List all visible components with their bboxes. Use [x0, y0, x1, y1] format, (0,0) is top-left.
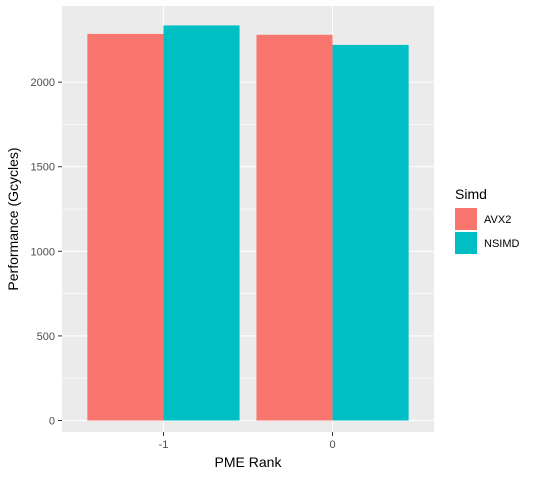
y-tick-label: 1000: [31, 246, 55, 258]
x-tick-label: -1: [159, 439, 169, 451]
legend-items: AVX2 NSIMD: [455, 208, 520, 254]
legend-title: Simd: [455, 186, 487, 202]
y-tick-label: 0: [49, 415, 55, 427]
bar-nsimd-0: [332, 44, 409, 421]
legend-label-nsimd: NSIMD: [484, 238, 520, 250]
legend: Simd AVX2 NSIMD: [455, 186, 520, 254]
y-tick-label: 2000: [31, 77, 55, 89]
x-axis: -1 0: [159, 432, 336, 451]
bar-nsimd--1: [163, 25, 240, 421]
x-axis-title: PME Rank: [215, 454, 283, 470]
y-axis: 0 500 1000 1500 2000: [31, 77, 62, 427]
y-tick-label: 1500: [31, 162, 55, 174]
legend-key-nsimd: [455, 232, 477, 254]
legend-label-avx2: AVX2: [484, 214, 511, 226]
y-axis-title: Performance (Gcycles): [5, 147, 21, 290]
x-tick-label: 0: [329, 439, 335, 451]
y-tick-label: 500: [37, 331, 55, 343]
bars: [87, 25, 409, 421]
bar-avx2--1: [87, 33, 164, 421]
legend-key-avx2: [455, 208, 477, 230]
bar-avx2-0: [256, 34, 333, 421]
